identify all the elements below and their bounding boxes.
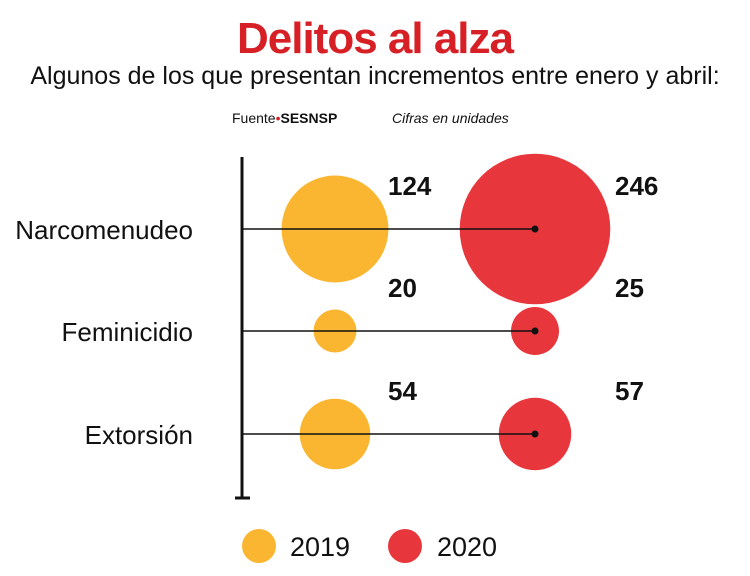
source-name: SESNSP [280, 110, 338, 126]
chart-subtitle: Algunos de los que presentan incrementos… [30, 62, 720, 90]
data-label: 57 [615, 376, 644, 406]
chart-title: Delitos al alza [236, 14, 514, 63]
legend-label: 2019 [290, 532, 350, 562]
connector-dot [531, 430, 539, 438]
source-note: Fuente•SESNSP [232, 110, 337, 126]
data-label: 246 [615, 171, 658, 201]
connector-dot [531, 327, 539, 335]
legend-label: 2020 [437, 532, 497, 562]
legend-swatch-2019 [242, 529, 276, 563]
units-note: Cifras en unidades [392, 110, 509, 126]
category-label: Extorsión [85, 420, 193, 450]
bullet-icon: • [275, 110, 281, 126]
connector-dot [531, 225, 539, 233]
legend-swatch-2020 [388, 529, 422, 563]
source-label: Fuente [232, 110, 276, 126]
category-label: Feminicidio [62, 317, 194, 347]
data-label: 124 [388, 171, 432, 201]
data-label: 54 [388, 376, 417, 406]
data-label: 20 [388, 273, 417, 303]
data-label: 25 [615, 273, 644, 303]
category-label: Narcomenudeo [15, 215, 193, 245]
